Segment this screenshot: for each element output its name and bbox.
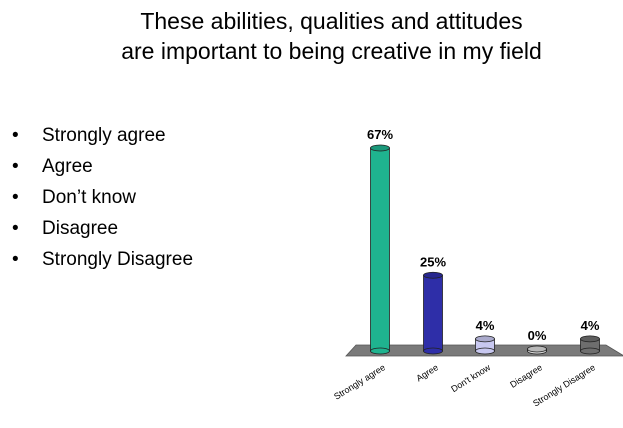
- data-label-1: 67%: [367, 127, 393, 142]
- bar-1-base: [370, 347, 390, 355]
- bullet-dot-icon: •: [12, 125, 19, 146]
- bullet-label: Disagree: [42, 218, 119, 239]
- category-label-1: Strongly agree: [332, 362, 387, 402]
- data-label-4: 0%: [528, 328, 547, 343]
- bars-group: 67% Strongly agree 25% Agree 4% Don't know 0% D…: [332, 127, 600, 409]
- bullet-item: • Disagree: [12, 213, 193, 244]
- bullet-label: Agree: [42, 156, 93, 177]
- category-label-3: Don't know: [449, 362, 492, 394]
- bullet-item: • Don’t know: [12, 182, 193, 213]
- bar-5-top: [580, 335, 600, 343]
- bar-3-top: [475, 335, 495, 343]
- bullet-label: Strongly Disagree: [42, 249, 194, 270]
- legend-bullet-list: • Strongly agree • Agree • Don’t know • Disa…: [12, 120, 193, 275]
- title-line-1: These abilities, qualities and attitudes: [140, 8, 523, 34]
- bar-4-top: [527, 345, 547, 353]
- bullet-label: Strongly agree: [42, 125, 166, 146]
- bar-2: [423, 274, 443, 352]
- bullet-item: • Agree: [12, 151, 193, 182]
- bar-5-base: [580, 347, 600, 355]
- bullet-dot-icon: •: [12, 156, 19, 177]
- data-label-5: 4%: [581, 318, 600, 333]
- bar-2-top: [423, 271, 443, 279]
- bullet-dot-icon: •: [12, 249, 19, 270]
- category-label-4: Disagree: [508, 362, 544, 390]
- bullet-dot-icon: •: [12, 218, 19, 239]
- data-label-3: 4%: [476, 318, 495, 333]
- bullet-dot-icon: •: [12, 187, 19, 208]
- category-label-2: Agree: [414, 362, 440, 383]
- title-line-2: are important to being creative in my fi…: [121, 38, 542, 64]
- bar-2-base: [423, 347, 443, 355]
- bullet-item: • Strongly Disagree: [12, 244, 193, 275]
- bullet-label: Don’t know: [42, 187, 136, 208]
- bar-3-base: [475, 347, 495, 355]
- chart-title: These abilities, qualities and attitudes…: [40, 6, 623, 66]
- bar-1: [370, 147, 390, 352]
- bullet-item: • Strongly agree: [12, 120, 193, 151]
- bar-1-top: [370, 144, 390, 152]
- data-label-2: 25%: [420, 254, 446, 269]
